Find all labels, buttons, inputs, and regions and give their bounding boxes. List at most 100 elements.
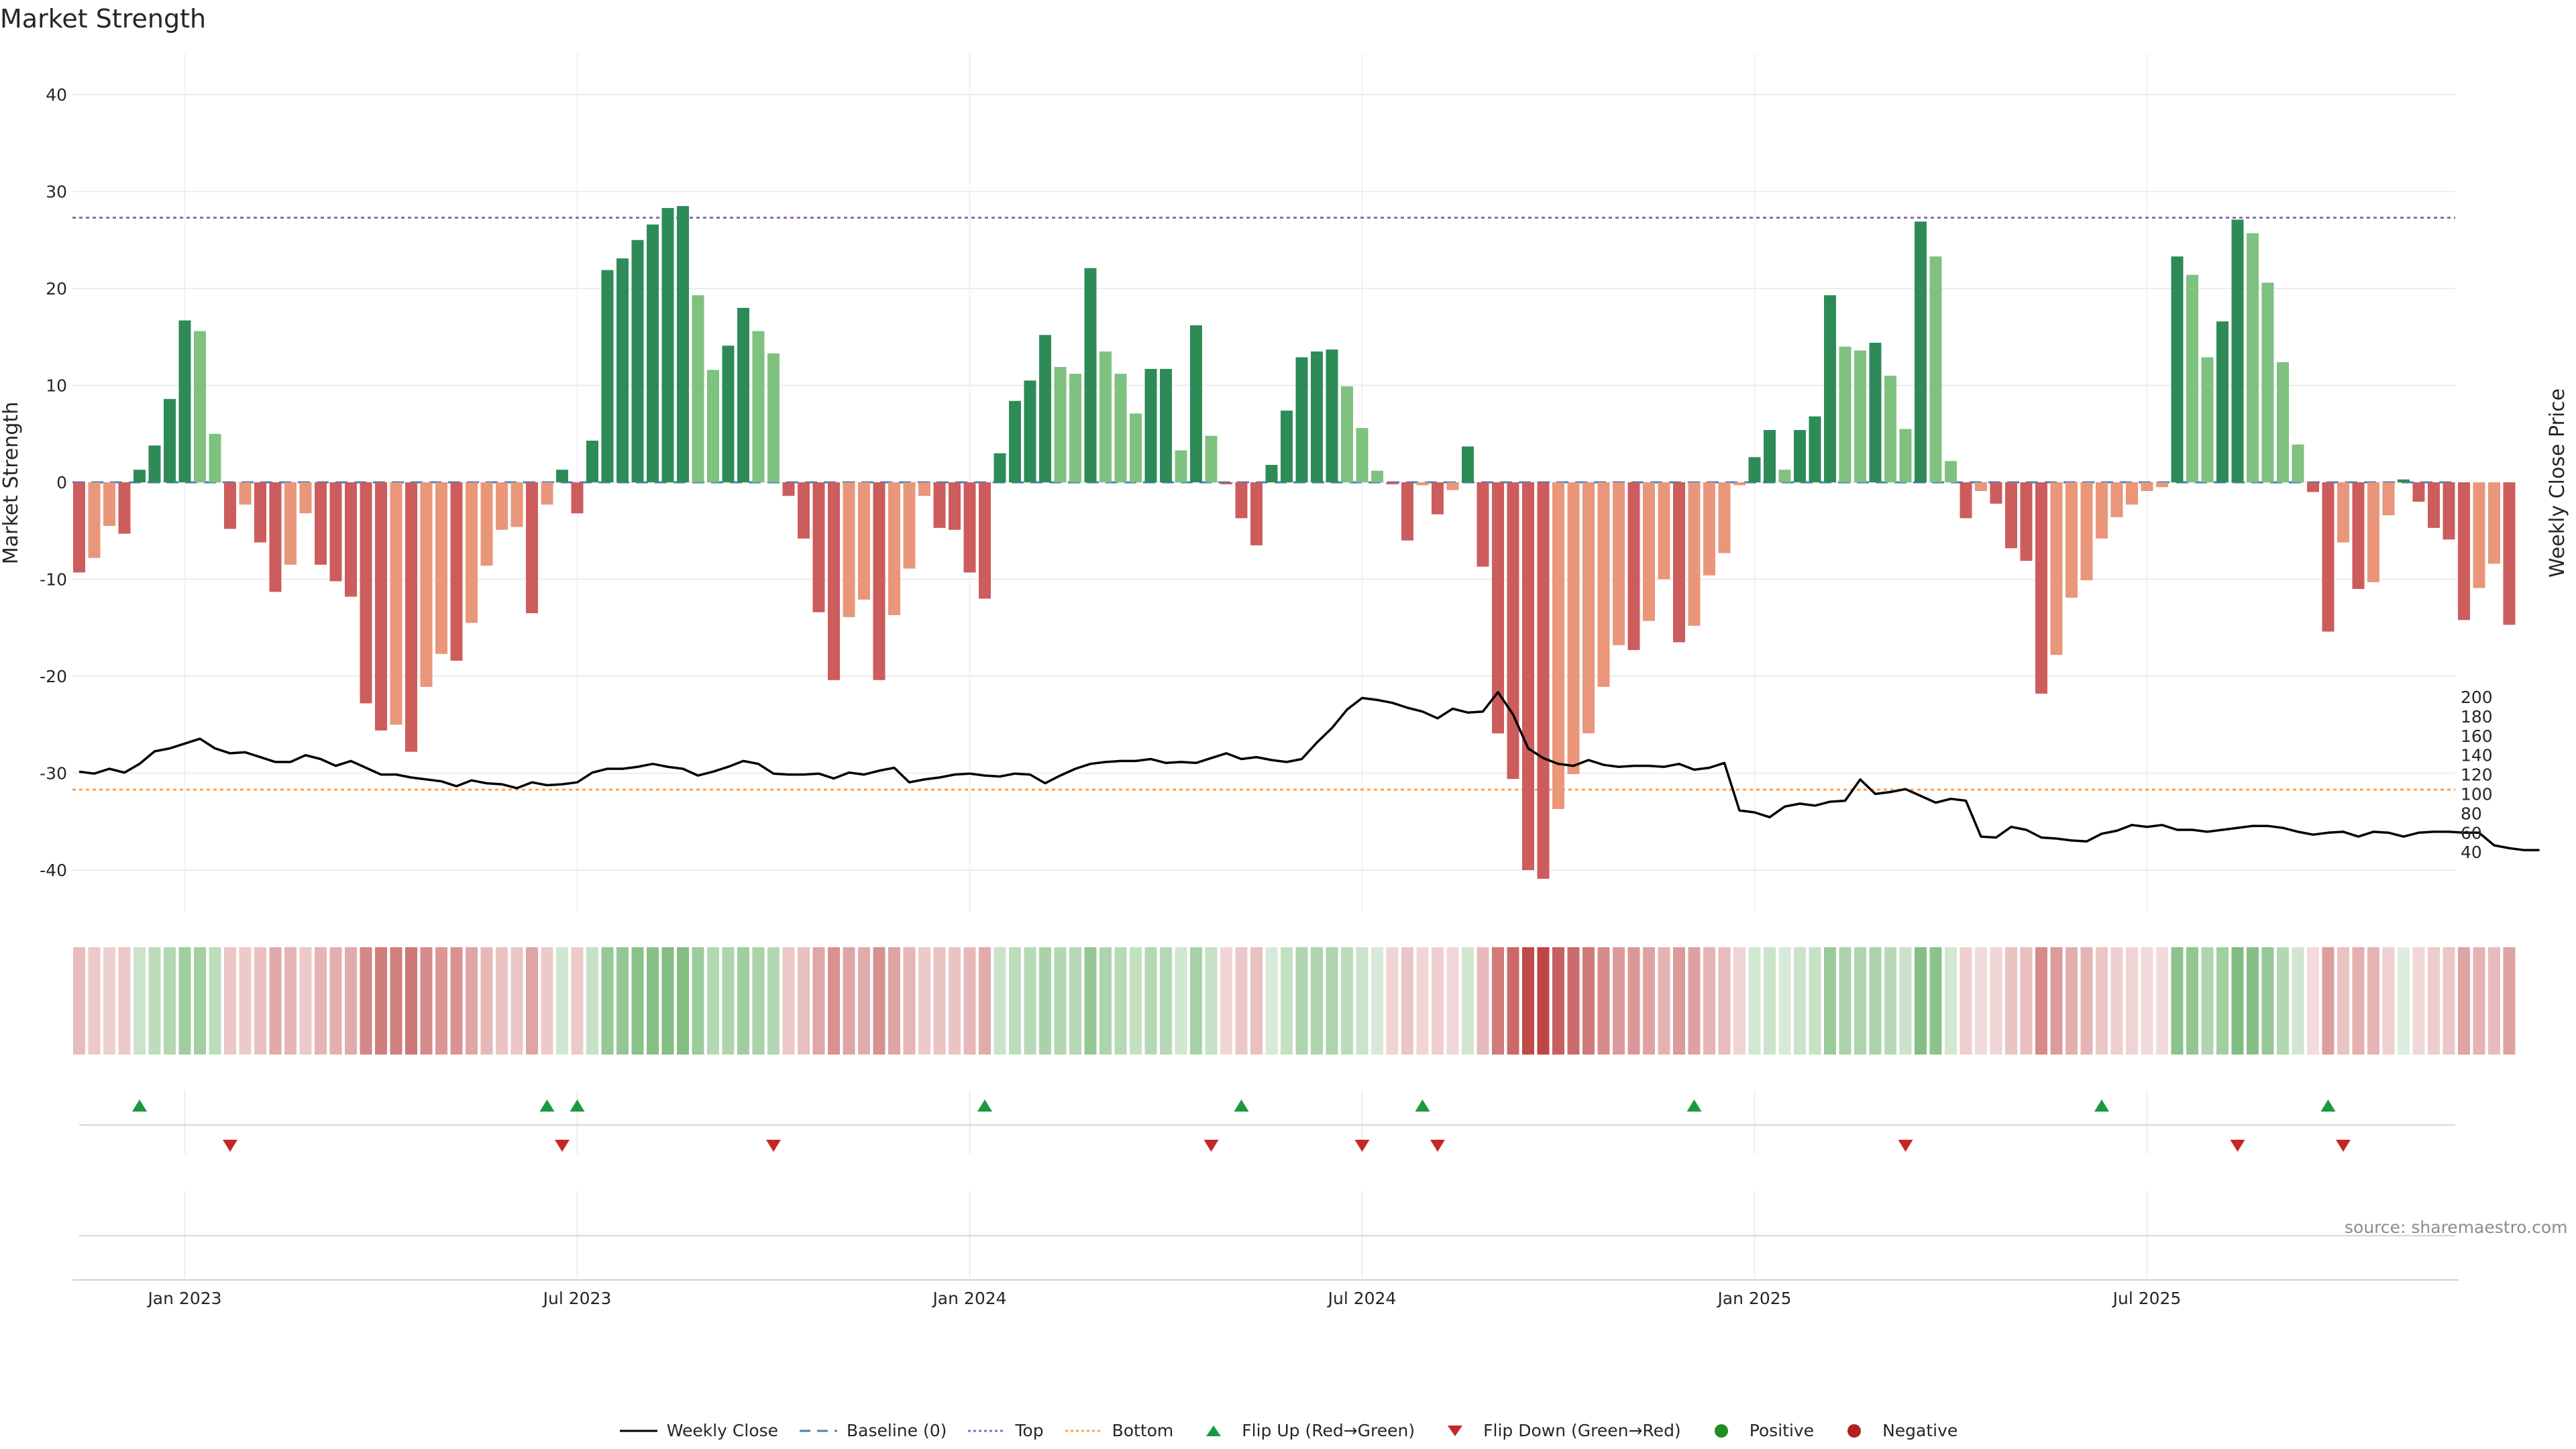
legend-label: Weekly Close xyxy=(666,1421,779,1440)
strength-bar xyxy=(631,239,644,482)
strip-cell xyxy=(1492,947,1504,1055)
strength-bar xyxy=(541,482,553,505)
strength-bar xyxy=(2443,482,2455,540)
strip-cell xyxy=(828,947,840,1055)
strength-bar xyxy=(390,482,402,725)
strength-bar xyxy=(2020,482,2033,561)
strip-cell xyxy=(707,947,719,1055)
strength-bar xyxy=(2382,482,2395,516)
strip-cell xyxy=(2352,947,2365,1055)
strip-cell xyxy=(1869,947,1882,1055)
legend-label: Negative xyxy=(1882,1421,1958,1440)
strength-bar xyxy=(1477,482,1489,567)
close-symbol xyxy=(619,1430,657,1432)
strip-cell xyxy=(1643,947,1655,1055)
strip-cell xyxy=(2428,947,2440,1055)
strength-bar xyxy=(164,398,176,482)
strength-bar xyxy=(299,482,312,514)
strip-cell xyxy=(2141,947,2153,1055)
strength-bar xyxy=(1446,482,1459,490)
strip-cell xyxy=(435,947,447,1055)
flip-down-marker xyxy=(555,1140,570,1152)
strip-cell xyxy=(2473,947,2485,1055)
strength-bar xyxy=(722,345,735,482)
strip-cell xyxy=(1688,947,1701,1055)
strip-cell xyxy=(1627,947,1640,1055)
strip-cell xyxy=(1854,947,1866,1055)
strength-bar xyxy=(2307,482,2319,492)
flip-down-marker xyxy=(766,1140,781,1152)
flip-down-marker xyxy=(2336,1140,2351,1152)
source-credit: source: sharemaestro.com xyxy=(2345,1218,2568,1237)
strip-cell xyxy=(1824,947,1836,1055)
strip-cell xyxy=(1778,947,1791,1055)
strip-cell xyxy=(2126,947,2138,1055)
strip-cell xyxy=(1371,947,1383,1055)
strength-bar xyxy=(1432,482,1444,515)
strip-cell xyxy=(1235,947,1248,1055)
strip-cell xyxy=(1945,947,1957,1055)
strength-bar xyxy=(963,482,976,573)
strip-cell xyxy=(511,947,523,1055)
strength-bar xyxy=(1160,368,1172,482)
strength-bar xyxy=(979,482,991,599)
legend-item-flip_down: Flip Down (Green→Red) xyxy=(1435,1421,1681,1440)
strength-bar xyxy=(450,482,463,661)
strip-cell xyxy=(1311,947,1323,1055)
strip-cell xyxy=(2337,947,2349,1055)
strip-cell xyxy=(2382,947,2395,1055)
strip-cell xyxy=(994,947,1006,1055)
y-tick-label: -20 xyxy=(40,667,67,686)
strip-cell xyxy=(1295,947,1308,1055)
strip-cell xyxy=(979,947,991,1055)
strip-cell xyxy=(1416,947,1429,1055)
strip-cell xyxy=(148,947,161,1055)
strength-bar xyxy=(2156,482,2168,488)
strip-cell xyxy=(1341,947,1353,1055)
strength-bars xyxy=(73,206,2516,879)
strip-cell xyxy=(1130,947,1142,1055)
strength-bar xyxy=(2110,482,2123,518)
flip-up-marker xyxy=(570,1099,585,1112)
strength-heat-strip xyxy=(73,947,2516,1055)
strip-cell xyxy=(2096,947,2108,1055)
strip-cell xyxy=(1144,947,1157,1055)
flip-up-marker xyxy=(2320,1099,2336,1112)
strength-bar xyxy=(1371,470,1383,482)
strip-cell xyxy=(2080,947,2093,1055)
strip-cell xyxy=(1326,947,1338,1055)
strength-bar xyxy=(1326,350,1338,482)
strength-bar xyxy=(918,482,930,496)
strip-cell xyxy=(405,947,417,1055)
strength-bar xyxy=(798,482,810,539)
x-tick-label: Jul 2024 xyxy=(1327,1289,1397,1308)
strength-bar xyxy=(1809,416,1821,482)
strength-bar xyxy=(1824,295,1836,482)
strength-bar xyxy=(148,445,161,482)
strip-cell xyxy=(450,947,463,1055)
y-tick-label: -10 xyxy=(40,570,67,590)
strip-cell xyxy=(722,947,735,1055)
strip-cell xyxy=(2231,947,2244,1055)
strip-cell xyxy=(1975,947,1987,1055)
strength-bar xyxy=(1069,374,1081,482)
strip-cell xyxy=(1567,947,1580,1055)
strength-bar xyxy=(526,482,538,614)
strip-cell xyxy=(1794,947,1806,1055)
legend-label: Flip Up (Red→Green) xyxy=(1242,1421,1415,1440)
strip-cell xyxy=(752,947,765,1055)
y2-tick-label: 160 xyxy=(2461,727,2493,746)
strip-cell xyxy=(858,947,870,1055)
strip-cell xyxy=(661,947,674,1055)
strength-bar xyxy=(601,270,614,482)
strip-cell xyxy=(2110,947,2123,1055)
strip-cell xyxy=(647,947,659,1055)
strip-cell xyxy=(1356,947,1368,1055)
strip-cell xyxy=(1250,947,1263,1055)
strip-cell xyxy=(103,947,115,1055)
strip-cell xyxy=(2292,947,2304,1055)
strip-cell xyxy=(73,947,85,1055)
strip-cell xyxy=(345,947,357,1055)
x-tick-label: Jul 2025 xyxy=(2112,1289,2182,1308)
y2-axis-label: Weekly Close Price xyxy=(2546,388,2569,578)
